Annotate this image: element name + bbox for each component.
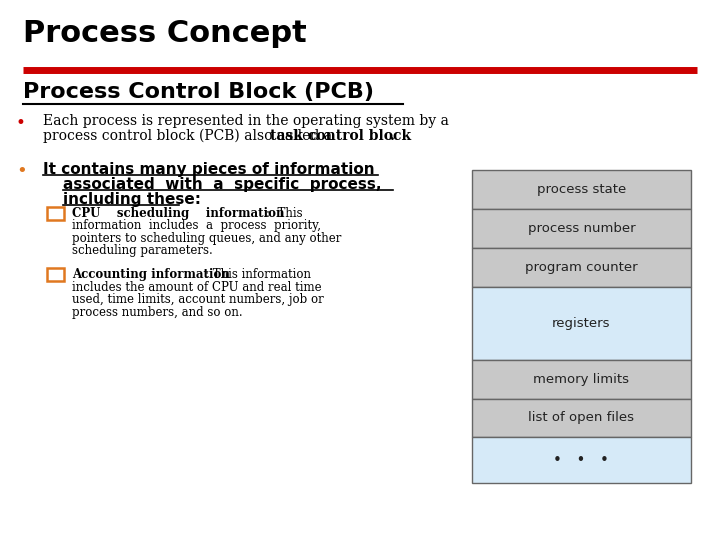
Bar (472, 248, 691, 287)
Text: task control block: task control block (270, 129, 411, 143)
Text: CPU    scheduling    information: CPU scheduling information (72, 207, 284, 220)
Text: associated  with  a  specific  process,: associated with a specific process, (63, 177, 382, 192)
Text: .: . (390, 129, 395, 143)
Bar (47, 268, 64, 281)
Bar (472, 437, 691, 483)
Text: process control block (PCB) also called a: process control block (PCB) also called … (43, 129, 337, 143)
Bar (472, 360, 691, 399)
Text: •: • (16, 114, 26, 132)
Text: Accounting information: Accounting information (72, 268, 230, 281)
Text: scheduling parameters.: scheduling parameters. (72, 244, 212, 257)
Text: registers: registers (552, 316, 611, 330)
Text: list of open files: list of open files (528, 411, 634, 424)
Text: •: • (16, 162, 27, 180)
Text: •   •   •: • • • (554, 453, 609, 468)
Text: Process Control Block (PCB): Process Control Block (PCB) (23, 82, 374, 102)
Bar (47, 207, 64, 220)
Text: :  This: : This (266, 207, 303, 220)
Text: memory limits: memory limits (534, 373, 629, 386)
Bar (472, 399, 691, 437)
Text: process state: process state (537, 183, 626, 196)
Text: including these:: including these: (63, 192, 202, 207)
Text: program counter: program counter (525, 261, 638, 274)
Text: information  includes  a  process  priority,: information includes a process priority, (72, 219, 321, 232)
Text: Each process is represented in the operating system by a: Each process is represented in the opera… (43, 114, 449, 129)
Text: It contains many pieces of information: It contains many pieces of information (43, 162, 375, 177)
Text: pointers to scheduling queues, and any other: pointers to scheduling queues, and any o… (72, 232, 341, 245)
Text: : This information: : This information (205, 268, 311, 281)
Text: Process Concept: Process Concept (23, 19, 307, 48)
Text: includes the amount of CPU and real time: includes the amount of CPU and real time (72, 281, 322, 294)
Bar (472, 209, 691, 248)
Text: process number: process number (528, 222, 635, 235)
Bar (472, 170, 691, 209)
Text: used, time limits, account numbers, job or: used, time limits, account numbers, job … (72, 293, 324, 306)
Text: process numbers, and so on.: process numbers, and so on. (72, 306, 243, 319)
Bar (472, 287, 691, 360)
